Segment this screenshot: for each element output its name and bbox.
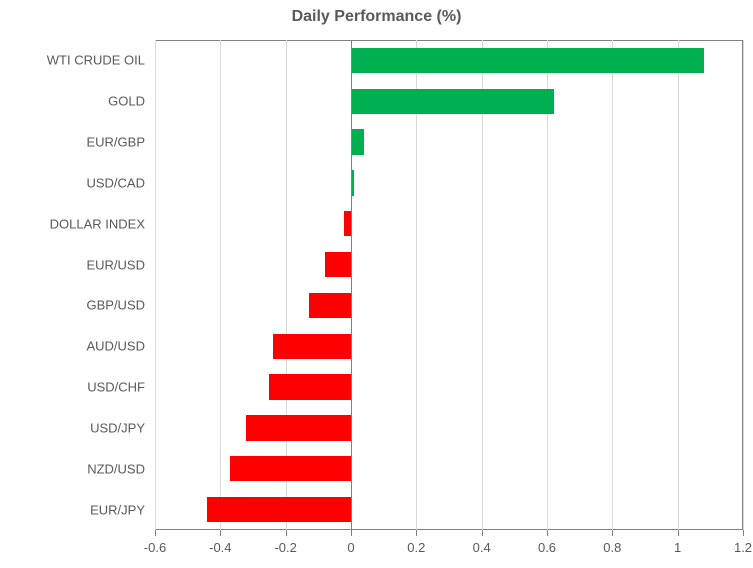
bar [207, 497, 351, 522]
bar [351, 89, 554, 114]
y-tick-label: EUR/USD [0, 257, 145, 272]
x-tick-label: 0 [347, 540, 354, 555]
x-tick [416, 530, 417, 536]
y-tick-label: GOLD [0, 94, 145, 109]
gridline-v [612, 40, 613, 530]
bar [273, 334, 351, 359]
x-tick [482, 530, 483, 536]
x-tick [286, 530, 287, 536]
y-tick-label: USD/CHF [0, 380, 145, 395]
x-tick [743, 530, 744, 536]
bar [325, 252, 351, 277]
x-tick [612, 530, 613, 536]
y-tick-label: GBP/USD [0, 298, 145, 313]
gridline-v [743, 40, 744, 530]
x-tick-label: -0.2 [274, 540, 296, 555]
zero-line [351, 40, 352, 530]
x-tick [155, 530, 156, 536]
y-tick-label: USD/CAD [0, 175, 145, 190]
x-tick-label: 0.2 [407, 540, 425, 555]
chart-title: Daily Performance (%) [0, 8, 753, 26]
bar [230, 456, 351, 481]
gridline-v [678, 40, 679, 530]
x-tick-label: 1.2 [734, 540, 752, 555]
y-tick-label: USD/JPY [0, 420, 145, 435]
y-tick-label: EUR/JPY [0, 502, 145, 517]
bar [309, 293, 351, 318]
x-tick [547, 530, 548, 536]
gridline-v [220, 40, 221, 530]
y-tick-label: DOLLAR INDEX [0, 216, 145, 231]
bar [269, 374, 351, 399]
bar [351, 48, 704, 73]
x-tick [220, 530, 221, 536]
x-tick-label: 0.6 [538, 540, 556, 555]
y-tick-label: WTI CRUDE OIL [0, 53, 145, 68]
x-tick-label: -0.4 [209, 540, 231, 555]
y-tick-label: NZD/USD [0, 461, 145, 476]
x-tick-label: -0.6 [144, 540, 166, 555]
x-tick [351, 530, 352, 536]
y-tick-label: EUR/GBP [0, 135, 145, 150]
y-tick-label: AUD/USD [0, 339, 145, 354]
bar [344, 211, 351, 236]
x-tick-label: 1 [674, 540, 681, 555]
gridline-v [155, 40, 156, 530]
bar [351, 129, 364, 154]
x-tick-label: 0.8 [603, 540, 621, 555]
bar [246, 415, 351, 440]
x-tick [678, 530, 679, 536]
bar-chart-horizontal: Daily Performance (%) -0.6 -0.4 -0.2 0 0.2 0.… [0, 0, 753, 568]
x-tick-label: 0.4 [473, 540, 491, 555]
